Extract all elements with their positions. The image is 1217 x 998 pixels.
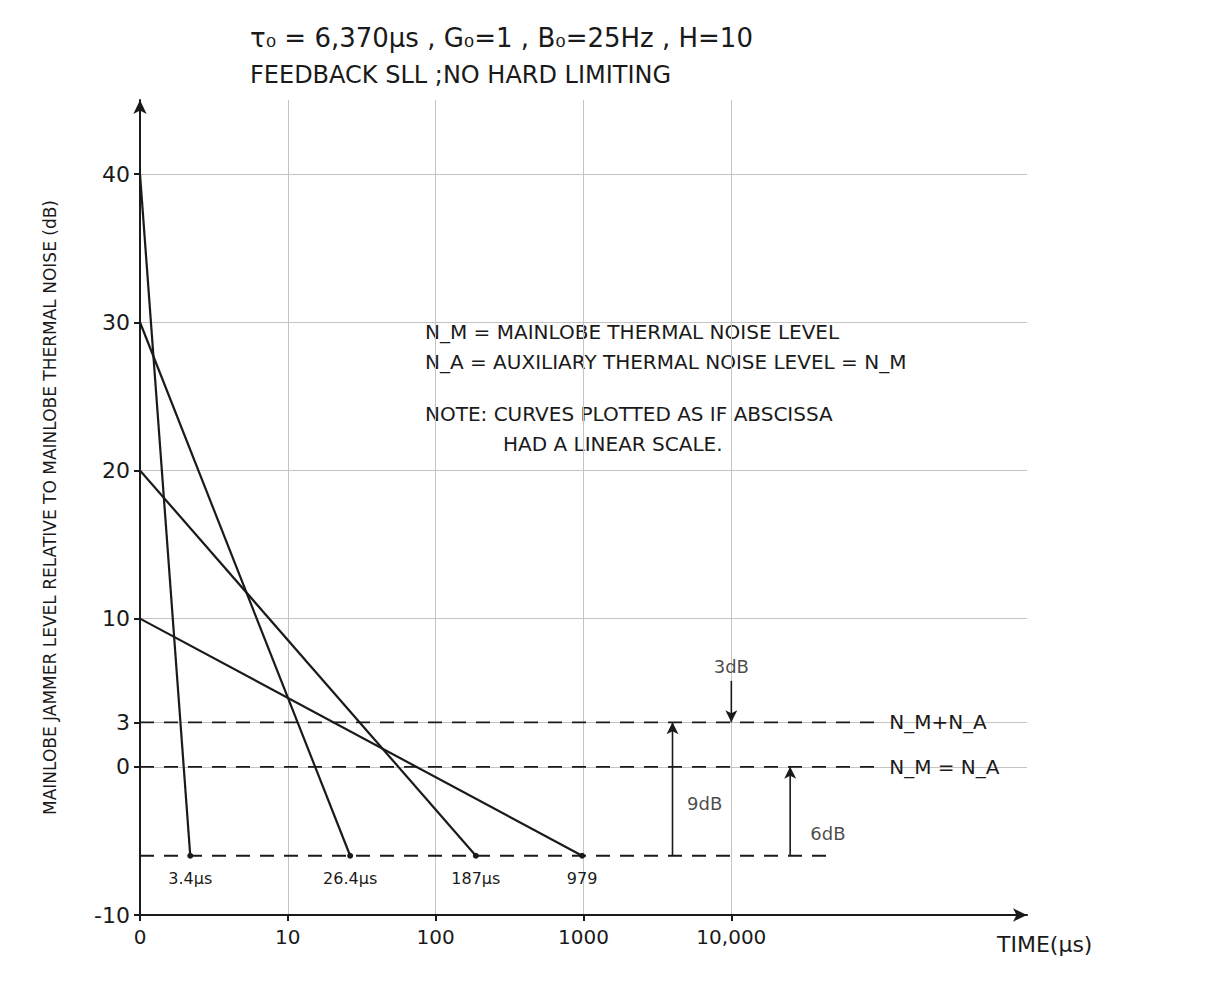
svg-text:20: 20 <box>102 458 130 483</box>
svg-text:-10: -10 <box>94 903 130 928</box>
svg-text:MAINLOBE JAMMER LEVEL RELATIVE: MAINLOBE JAMMER LEVEL RELATIVE TO MAINLO… <box>40 200 60 815</box>
svg-text:26.4µs: 26.4µs <box>323 869 377 888</box>
svg-text:9dB: 9dB <box>687 793 722 814</box>
svg-text:10,000: 10,000 <box>696 925 766 949</box>
svg-text:3dB: 3dB <box>714 656 749 677</box>
svg-text:40: 40 <box>102 162 130 187</box>
svg-text:N_M+N_A: N_M+N_A <box>889 710 987 734</box>
svg-text:100: 100 <box>417 925 455 949</box>
svg-text:N_M = MAINLOBE THERMAL NOISE L: N_M = MAINLOBE THERMAL NOISE LEVEL <box>425 320 840 344</box>
svg-text:3: 3 <box>116 710 130 735</box>
svg-text:6dB: 6dB <box>810 823 845 844</box>
svg-text:HAD A LINEAR SCALE.: HAD A LINEAR SCALE. <box>503 432 723 456</box>
svg-text:10: 10 <box>102 606 130 631</box>
svg-text:187µs: 187µs <box>451 869 500 888</box>
svg-text:TIME(µs): TIME(µs) <box>996 932 1092 957</box>
svg-text:3.4µs: 3.4µs <box>168 869 212 888</box>
svg-text:0: 0 <box>134 925 147 949</box>
svg-text:10: 10 <box>275 925 300 949</box>
svg-text:τ₀ = 6,370µs , G₀=1 , B₀=25Hz: τ₀ = 6,370µs , G₀=1 , B₀=25Hz , H=10 <box>250 23 753 53</box>
svg-text:1000: 1000 <box>558 925 609 949</box>
svg-text:N_M = N_A: N_M = N_A <box>889 755 1000 779</box>
svg-text:979: 979 <box>567 869 598 888</box>
svg-text:N_A = AUXILIARY THERMAL NOISE: N_A = AUXILIARY THERMAL NOISE LEVEL = N_… <box>425 350 906 374</box>
svg-text:NOTE: CURVES PLOTTED AS IF ABS: NOTE: CURVES PLOTTED AS IF ABSCISSA <box>425 402 833 426</box>
svg-text:FEEDBACK SLL ;NO HARD LIMITING: FEEDBACK SLL ;NO HARD LIMITING <box>250 61 671 89</box>
svg-text:0: 0 <box>116 754 130 779</box>
svg-text:30: 30 <box>102 310 130 335</box>
